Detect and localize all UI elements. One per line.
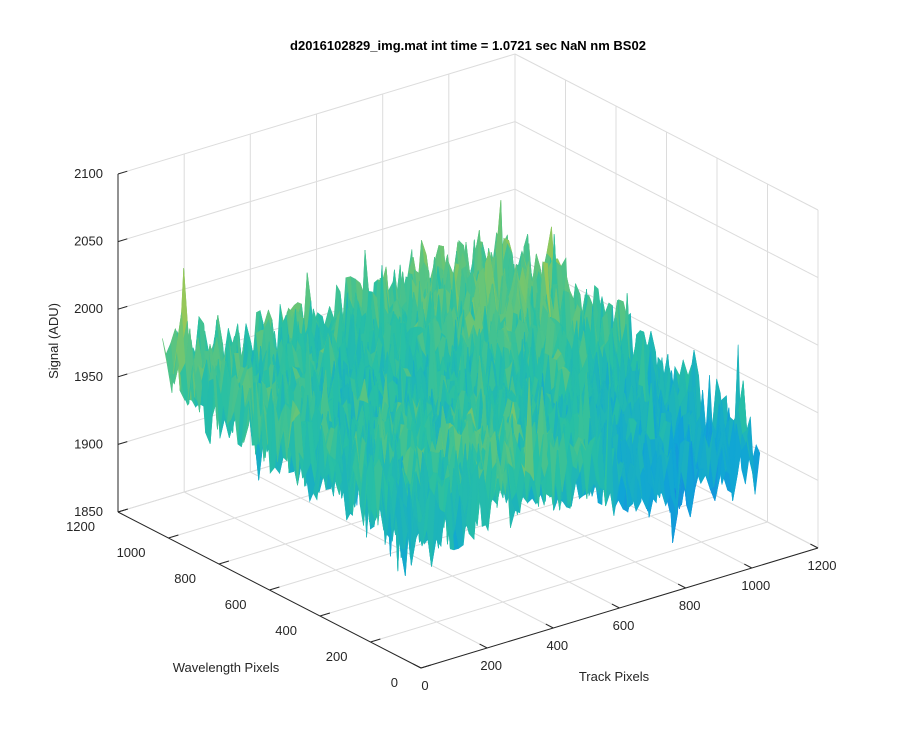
side-wall-grid-line bbox=[514, 53, 819, 211]
side-wall-grid-line bbox=[514, 188, 819, 346]
signal-surface bbox=[162, 200, 761, 576]
side-wall-grid-line bbox=[514, 121, 819, 279]
floor-grid-line bbox=[370, 521, 768, 643]
back-wall-grid-line bbox=[117, 121, 516, 243]
back-wall-grid-line bbox=[117, 53, 516, 175]
floor-grid-line bbox=[319, 495, 718, 617]
